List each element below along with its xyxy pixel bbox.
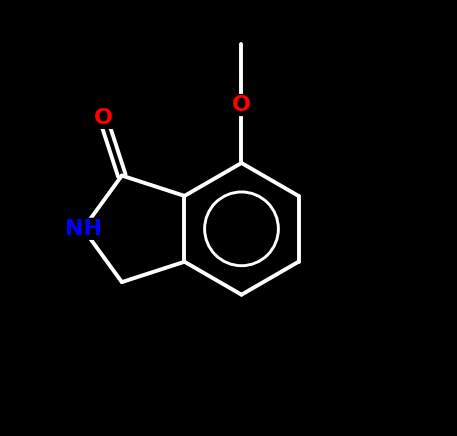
Text: O: O <box>94 108 112 128</box>
Text: O: O <box>232 95 251 115</box>
Text: NH: NH <box>64 219 101 239</box>
